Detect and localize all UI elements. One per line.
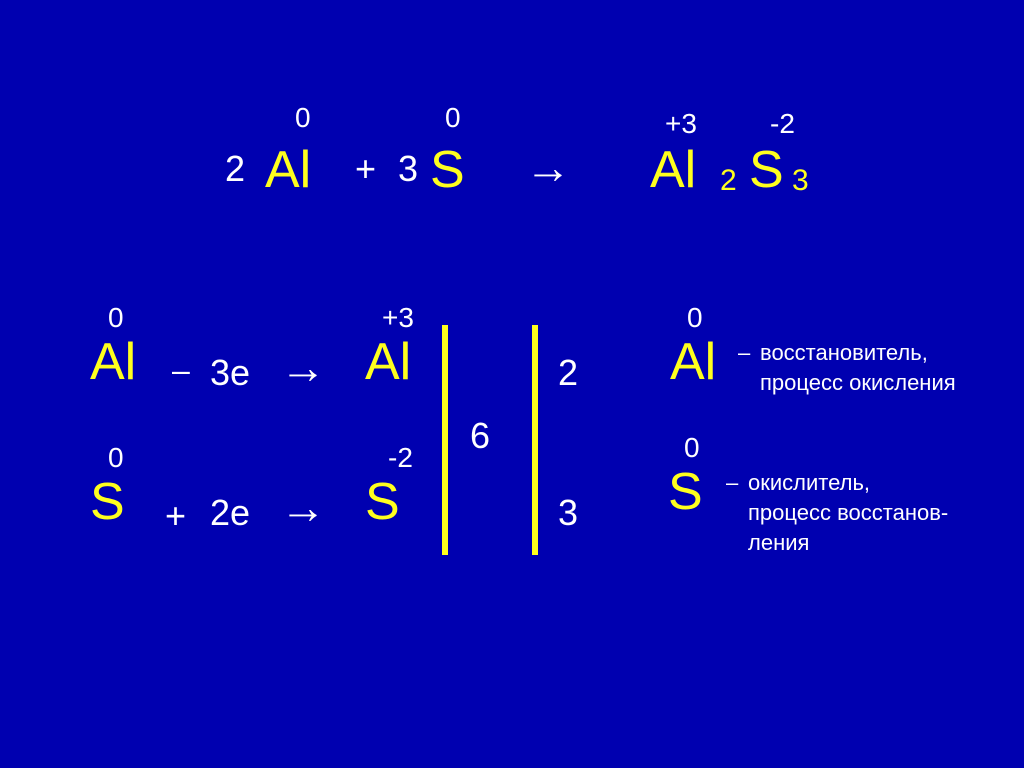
ox-state: 0: [687, 302, 703, 334]
element-al: Al: [650, 140, 696, 200]
ox-state: +3: [665, 108, 697, 140]
ox-state: 0: [108, 442, 124, 474]
ox-state: 0: [295, 102, 311, 134]
element-al: Al: [265, 140, 311, 200]
lcm: 6: [470, 415, 490, 457]
subscript: 2: [720, 164, 737, 198]
element-s: S: [90, 472, 125, 532]
multiplier: 2: [558, 352, 578, 394]
electrons: 3е: [210, 352, 250, 394]
description-line: окислитель,: [748, 470, 870, 496]
arrow: →: [525, 140, 571, 194]
plus: +: [355, 148, 376, 190]
element-al: Al: [90, 332, 136, 392]
arrow: →: [280, 340, 326, 394]
element-al: Al: [670, 332, 716, 392]
dash: –: [738, 340, 750, 366]
element-s: S: [430, 140, 465, 200]
description-line: процесс восстанов-: [748, 500, 948, 526]
plus-op: +: [165, 495, 186, 537]
arrow: →: [280, 480, 326, 534]
element-s: S: [749, 140, 784, 200]
multiplier: 3: [558, 492, 578, 534]
ox-state: -2: [770, 108, 795, 140]
coef: 2: [225, 148, 245, 190]
element-s: S: [668, 462, 703, 522]
ox-state: 0: [445, 102, 461, 134]
description-line: восстановитель,: [760, 340, 928, 366]
ox-state: 0: [108, 302, 124, 334]
divider-bar: [442, 325, 448, 555]
description-line: ления: [748, 530, 809, 556]
ox-state: -2: [388, 442, 413, 474]
subscript: 3: [792, 164, 809, 198]
element-al: Al: [365, 332, 411, 392]
chemistry-redox-diagram: 0 2 Al + 0 3 S → +3 Al 2 -2 S 3 0 Al – 3…: [0, 0, 1024, 768]
coef: 3: [398, 148, 418, 190]
ox-state: 0: [684, 432, 700, 464]
element-s: S: [365, 472, 400, 532]
ox-state: +3: [382, 302, 414, 334]
minus-op: –: [172, 352, 190, 389]
dash: –: [726, 470, 738, 496]
divider-bar: [532, 325, 538, 555]
description-line: процесс окисления: [760, 370, 956, 396]
electrons: 2е: [210, 492, 250, 534]
